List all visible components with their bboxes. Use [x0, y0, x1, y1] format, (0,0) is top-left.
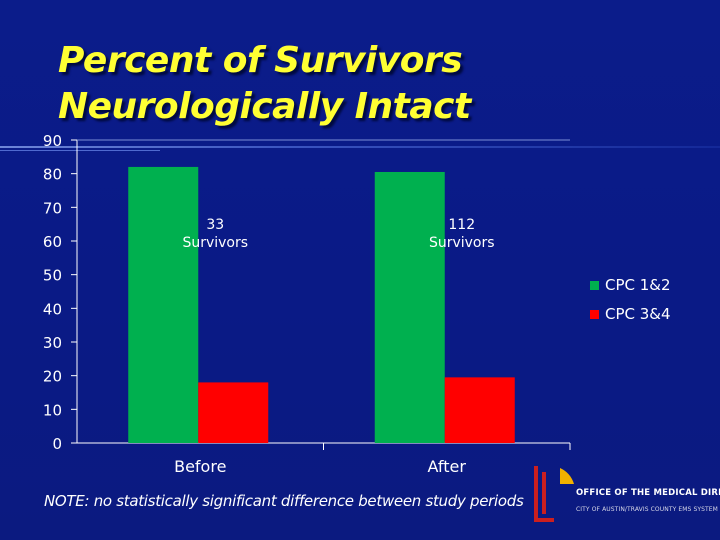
annotation-label: Survivors — [182, 235, 248, 251]
y-tick-label: 80 — [43, 166, 62, 184]
x-category-label: After — [428, 457, 467, 476]
bar-cpc-1-2-before — [128, 166, 199, 443]
slide-title: Percent of Survivors Neurologically Inta… — [58, 38, 578, 130]
decorative-rule-short — [0, 150, 160, 151]
x-category-label: Before — [174, 457, 226, 476]
bar-cpc-3-4-after — [444, 377, 515, 443]
slide-title-line-2: Neurologically Intact — [58, 86, 471, 127]
annotation-count: 112 — [448, 217, 475, 233]
legend-label: CPC 3&4 — [605, 305, 671, 323]
legend-label: CPC 1&2 — [605, 276, 671, 294]
y-tick-label: 10 — [43, 401, 62, 419]
y-tick-label: 70 — [43, 199, 62, 217]
logo-title: OFFICE OF THE MEDICAL DIRECTOR — [576, 488, 720, 498]
y-tick-label: 30 — [43, 334, 62, 352]
y-tick-label: 40 — [43, 300, 62, 318]
y-tick-label: 60 — [43, 233, 62, 251]
decorative-rule — [0, 146, 720, 148]
annotation-count: 33 — [206, 217, 224, 233]
y-tick-label: 20 — [43, 368, 62, 386]
bar-cpc-1-2-after — [374, 171, 445, 443]
y-tick-label: 0 — [52, 435, 62, 453]
legend-swatch — [590, 310, 599, 319]
annotation-label: Survivors — [429, 235, 495, 251]
slide-title-line-1: Percent of Survivors — [58, 40, 463, 81]
logo-subtitle: CITY OF AUSTIN/TRAVIS COUNTY EMS SYSTEM — [576, 506, 718, 513]
office-logo: OFFICE OF THE MEDICAL DIRECTOR CITY OF A… — [530, 462, 720, 524]
logo-mark-icon — [534, 466, 574, 522]
legend-swatch — [590, 281, 599, 290]
y-tick-label: 90 — [43, 132, 62, 150]
y-tick-label: 50 — [43, 267, 62, 285]
bar-cpc-3-4-before — [198, 382, 269, 443]
footnote: NOTE: no statistically significant diffe… — [44, 492, 524, 510]
